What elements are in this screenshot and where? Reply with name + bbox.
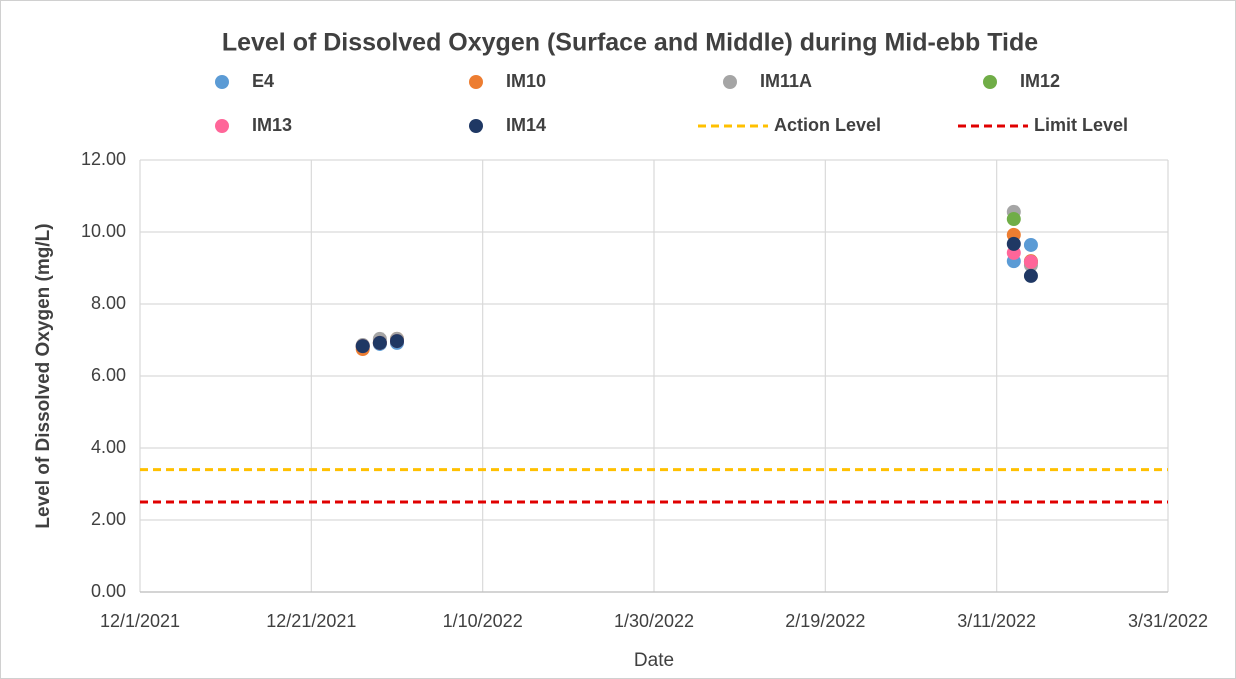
legend-marker [215, 119, 229, 133]
y-tick-label: 6.00 [91, 365, 126, 385]
legend-label: IM13 [252, 115, 292, 135]
legend-label: IM14 [506, 115, 546, 135]
x-tick-label: 3/11/2022 [957, 611, 1036, 631]
legend-marker [215, 75, 229, 89]
y-axis-title: Level of Dissolved Oxygen (mg/L) [33, 223, 54, 528]
y-tick-label: 12.00 [81, 149, 126, 169]
point [372, 335, 387, 350]
x-tick-label: 3/31/2022 [1128, 611, 1208, 631]
legend-marker [469, 119, 483, 133]
point [1023, 268, 1038, 283]
point [1006, 212, 1021, 227]
legend-marker [469, 75, 483, 89]
point [355, 339, 370, 354]
legend-label: Limit Level [1034, 115, 1128, 135]
point [390, 334, 404, 349]
x-tick-label: 1/30/2022 [614, 611, 694, 631]
legend-label: IM11A [760, 71, 812, 91]
y-tick-label: 8.00 [91, 293, 126, 313]
point [1023, 237, 1038, 252]
legend-marker [723, 75, 737, 89]
x-tick-label: 12/1/2021 [100, 611, 180, 631]
chart-title: Level of Dissolved Oxygen (Surface and M… [222, 29, 1038, 57]
legend-label: IM12 [1020, 71, 1060, 91]
y-tick-label: 0.00 [91, 581, 126, 601]
x-tick-label: 1/10/2022 [443, 611, 523, 631]
point [1006, 236, 1021, 251]
legend-label: Action Level [774, 115, 881, 135]
x-axis-title: Date [634, 650, 674, 671]
legend-label: E4 [252, 71, 274, 91]
y-tick-label: 2.00 [91, 509, 126, 529]
x-tick-label: 12/21/2021 [266, 611, 356, 631]
x-tick-label: 2/19/2022 [785, 611, 865, 631]
point [1023, 254, 1038, 269]
legend-label: IM10 [506, 71, 546, 91]
legend-marker [983, 75, 997, 89]
y-tick-label: 4.00 [91, 437, 126, 457]
y-tick-label: 10.00 [81, 221, 126, 241]
